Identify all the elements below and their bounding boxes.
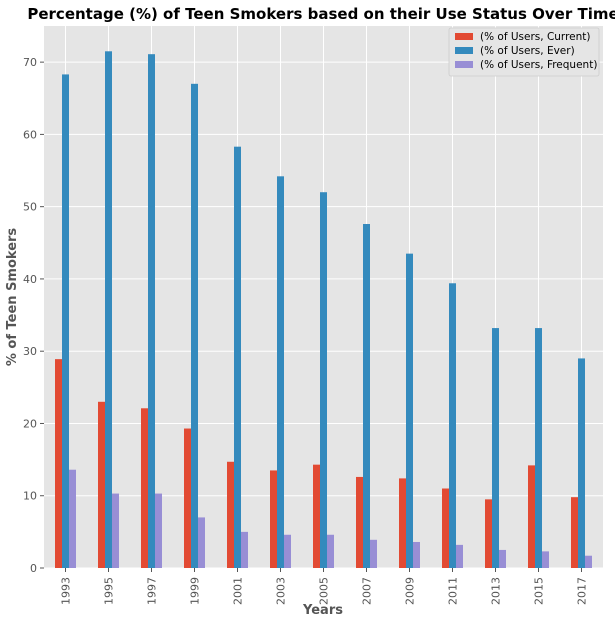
bar bbox=[442, 488, 449, 568]
bar bbox=[270, 470, 277, 568]
legend-label: (% of Users, Ever) bbox=[480, 45, 575, 57]
bar bbox=[406, 253, 413, 568]
bar bbox=[535, 328, 542, 568]
bar bbox=[313, 464, 320, 568]
bar bbox=[585, 555, 592, 568]
x-tick-label: 2011 bbox=[447, 577, 460, 605]
x-tick-label: 2005 bbox=[318, 577, 331, 605]
bar bbox=[492, 328, 499, 568]
y-tick-label: 0 bbox=[30, 562, 37, 575]
x-tick-label: 1999 bbox=[189, 577, 202, 605]
legend-swatch bbox=[455, 61, 473, 68]
bar bbox=[62, 74, 69, 568]
bar bbox=[105, 51, 112, 568]
bar bbox=[198, 517, 205, 568]
y-tick-label: 10 bbox=[23, 490, 37, 503]
x-tick-label: 2015 bbox=[533, 577, 546, 605]
x-axis-ticks: 1993 1995 1997 1999 2001 2003 2005 2007 2009 2011… bbox=[60, 568, 589, 605]
bar bbox=[327, 534, 334, 568]
bar bbox=[141, 408, 148, 568]
x-tick-label: 2017 bbox=[576, 577, 589, 605]
y-axis-ticks: 0 10 20 30 40 50 60 70 bbox=[23, 56, 44, 575]
bar bbox=[413, 541, 420, 568]
bar bbox=[241, 531, 248, 568]
legend-box bbox=[448, 27, 600, 77]
bar bbox=[356, 476, 363, 568]
legend-swatch bbox=[455, 47, 473, 54]
x-tick-label: 2003 bbox=[275, 577, 288, 605]
legend-label: (% of Users, Current) bbox=[480, 31, 590, 43]
bar bbox=[320, 192, 327, 569]
legend-label: (% of Users, Frequent) bbox=[480, 59, 597, 71]
bar bbox=[155, 493, 162, 568]
y-tick-label: 50 bbox=[23, 201, 37, 214]
x-tick-label: 1993 bbox=[60, 577, 73, 605]
bar bbox=[98, 401, 105, 568]
x-tick-label: 2007 bbox=[361, 577, 374, 605]
bar bbox=[571, 497, 578, 568]
legend-swatch bbox=[455, 33, 473, 40]
bar bbox=[485, 499, 492, 568]
y-tick-label: 30 bbox=[23, 345, 37, 358]
bar bbox=[234, 146, 241, 568]
bar bbox=[456, 544, 463, 568]
y-tick-label: 70 bbox=[23, 56, 37, 69]
bar bbox=[55, 359, 62, 568]
x-tick-label: 1995 bbox=[103, 577, 116, 605]
bars bbox=[55, 51, 592, 569]
legend: (% of Users, Current) (% of Users, Ever) (… bbox=[448, 27, 600, 77]
x-tick-label: 1997 bbox=[146, 577, 159, 605]
chart-title: Percentage (%) of Teen Smokers based on … bbox=[27, 5, 615, 23]
bar bbox=[227, 461, 234, 568]
bar bbox=[528, 465, 535, 568]
x-tick-label: 2013 bbox=[490, 577, 503, 605]
x-tick-label: 2009 bbox=[404, 577, 417, 605]
x-axis-title: Years bbox=[302, 603, 343, 618]
bar bbox=[399, 478, 406, 568]
bar bbox=[184, 428, 191, 568]
bar bbox=[578, 358, 585, 568]
y-tick-label: 40 bbox=[23, 273, 37, 286]
bar bbox=[542, 551, 549, 568]
bar bbox=[112, 493, 119, 568]
bar bbox=[191, 83, 198, 569]
bar bbox=[449, 283, 456, 568]
bar bbox=[277, 176, 284, 568]
y-tick-label: 20 bbox=[23, 417, 37, 430]
bar bbox=[148, 54, 155, 568]
bar bbox=[499, 549, 506, 568]
bar bbox=[370, 539, 377, 568]
y-tick-label: 60 bbox=[23, 128, 37, 141]
bar bbox=[284, 534, 291, 568]
bar bbox=[69, 469, 76, 568]
x-tick-label: 2001 bbox=[232, 577, 245, 605]
bar bbox=[363, 224, 370, 568]
y-axis-title: % of Teen Smokers bbox=[5, 228, 20, 367]
